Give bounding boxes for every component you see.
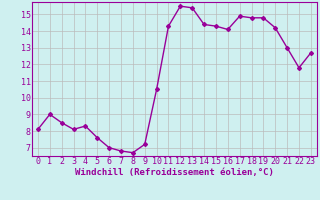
- X-axis label: Windchill (Refroidissement éolien,°C): Windchill (Refroidissement éolien,°C): [75, 168, 274, 177]
